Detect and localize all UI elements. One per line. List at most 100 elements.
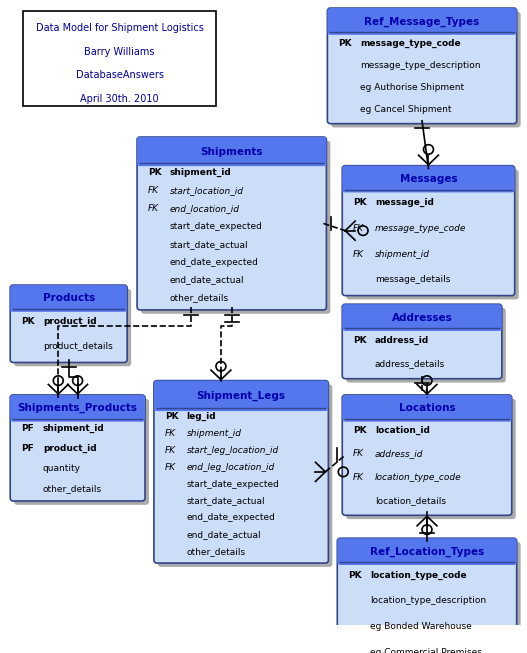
Text: FK: FK	[148, 204, 159, 213]
Text: FK: FK	[353, 224, 364, 232]
Text: address_id: address_id	[375, 336, 429, 345]
Text: FK: FK	[148, 185, 159, 195]
FancyBboxPatch shape	[342, 166, 515, 193]
FancyBboxPatch shape	[342, 395, 512, 422]
Text: location_type_description: location_type_description	[370, 596, 486, 605]
Text: PK: PK	[21, 317, 35, 326]
Bar	[340, 556, 514, 564]
Text: other_details: other_details	[187, 547, 246, 556]
FancyBboxPatch shape	[342, 304, 502, 379]
Text: start_date_actual: start_date_actual	[187, 496, 265, 505]
Bar	[140, 157, 324, 165]
Text: FK: FK	[165, 429, 176, 438]
FancyBboxPatch shape	[154, 381, 328, 411]
Bar	[157, 402, 325, 410]
Text: eg Commercial Premises: eg Commercial Premises	[370, 648, 482, 653]
Text: address_details: address_details	[375, 359, 445, 368]
Text: product_details: product_details	[43, 342, 113, 351]
Text: eg Cancel Shipment: eg Cancel Shipment	[360, 105, 452, 114]
Text: FK: FK	[353, 449, 364, 458]
Text: end_location_id: end_location_id	[170, 204, 240, 213]
Text: FK: FK	[353, 249, 364, 259]
Text: Locations: Locations	[399, 404, 455, 413]
Text: message_type_description: message_type_description	[360, 61, 481, 70]
Text: start_date_expected: start_date_expected	[187, 480, 279, 488]
Text: PK: PK	[148, 168, 162, 177]
Text: end_date_expected: end_date_expected	[187, 513, 276, 522]
Text: PK: PK	[348, 571, 362, 579]
Text: other_details: other_details	[170, 294, 229, 302]
FancyBboxPatch shape	[346, 170, 519, 300]
Text: PF: PF	[21, 444, 34, 453]
Text: leg_id: leg_id	[187, 412, 216, 421]
Text: Ref_Message_Types: Ref_Message_Types	[364, 16, 480, 27]
Text: end_date_expected: end_date_expected	[170, 258, 259, 266]
Bar	[345, 413, 509, 421]
Text: Ref_Location_Types: Ref_Location_Types	[370, 547, 484, 557]
Text: Shipment_Legs: Shipment_Legs	[197, 390, 286, 401]
Text: shipment_id: shipment_id	[43, 424, 105, 434]
Text: product_id: product_id	[43, 444, 96, 453]
Text: eg Bonded Warehouse: eg Bonded Warehouse	[370, 622, 472, 631]
FancyBboxPatch shape	[331, 12, 521, 127]
FancyBboxPatch shape	[342, 395, 512, 515]
Text: Shipments: Shipments	[200, 147, 263, 157]
Text: start_date_expected: start_date_expected	[170, 222, 262, 231]
Text: message_type_code: message_type_code	[375, 224, 466, 232]
Text: Data Model for Shipment Logistics: Data Model for Shipment Logistics	[36, 23, 203, 33]
Text: FK: FK	[165, 446, 176, 455]
Text: start_location_id: start_location_id	[170, 185, 244, 195]
Text: message_id: message_id	[375, 198, 434, 207]
FancyBboxPatch shape	[154, 381, 328, 563]
FancyBboxPatch shape	[342, 166, 515, 296]
Text: product_id: product_id	[43, 317, 96, 326]
Text: shipment_id: shipment_id	[170, 168, 231, 177]
Text: PK: PK	[353, 426, 367, 435]
FancyBboxPatch shape	[337, 538, 516, 565]
Text: FK: FK	[353, 473, 364, 482]
FancyBboxPatch shape	[10, 285, 127, 312]
Text: start_leg_location_id: start_leg_location_id	[187, 446, 279, 455]
FancyBboxPatch shape	[10, 395, 145, 422]
Text: Addresses: Addresses	[392, 313, 452, 323]
Bar	[13, 413, 142, 421]
Text: PK: PK	[353, 336, 367, 345]
Text: message_type_code: message_type_code	[360, 39, 461, 48]
Bar	[330, 26, 514, 34]
Text: PK: PK	[338, 39, 352, 48]
FancyBboxPatch shape	[137, 137, 326, 310]
FancyBboxPatch shape	[327, 8, 516, 35]
Text: address_id: address_id	[375, 449, 424, 458]
FancyBboxPatch shape	[137, 137, 326, 166]
FancyBboxPatch shape	[14, 399, 149, 505]
Bar	[23, 11, 217, 106]
FancyBboxPatch shape	[158, 385, 333, 567]
FancyBboxPatch shape	[10, 285, 127, 362]
Text: other_details: other_details	[43, 484, 102, 493]
Bar	[345, 323, 499, 330]
Text: Shipments_Products: Shipments_Products	[17, 403, 138, 413]
Text: PK: PK	[165, 412, 179, 421]
Text: PK: PK	[353, 198, 367, 207]
Text: end_date_actual: end_date_actual	[187, 530, 261, 539]
Text: location_id: location_id	[375, 426, 430, 435]
Text: eg Authorise Shipment: eg Authorise Shipment	[360, 83, 464, 92]
Text: DatabaseAnswers: DatabaseAnswers	[76, 71, 164, 80]
Text: Products: Products	[43, 293, 95, 304]
FancyBboxPatch shape	[10, 395, 145, 501]
FancyBboxPatch shape	[141, 141, 330, 313]
Text: Messages: Messages	[399, 174, 457, 184]
Text: start_date_actual: start_date_actual	[170, 240, 248, 249]
Text: location_type_code: location_type_code	[370, 571, 466, 580]
Text: FK: FK	[165, 463, 176, 472]
Text: PF: PF	[21, 424, 34, 433]
Text: shipment_id: shipment_id	[187, 429, 242, 438]
FancyBboxPatch shape	[346, 399, 516, 519]
Text: end_leg_location_id: end_leg_location_id	[187, 463, 275, 472]
Text: end_date_actual: end_date_actual	[170, 276, 245, 285]
Text: location_type_code: location_type_code	[375, 473, 462, 482]
Bar	[13, 303, 124, 311]
FancyBboxPatch shape	[342, 304, 502, 331]
FancyBboxPatch shape	[14, 289, 131, 366]
FancyBboxPatch shape	[341, 542, 521, 653]
